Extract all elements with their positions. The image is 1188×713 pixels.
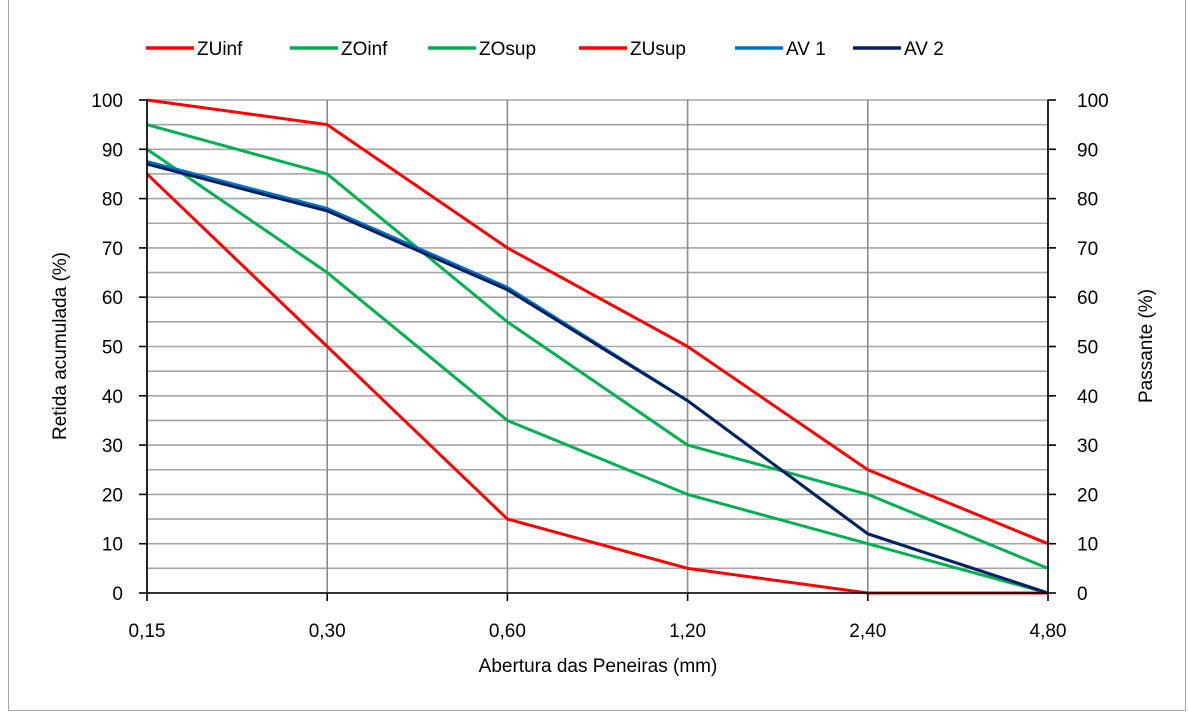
y2-tick-label: 90 [1077,140,1098,161]
y-tick-label: 0 [112,584,123,605]
legend-label: ZUsup [630,39,686,60]
y-tick-label: 100 [91,91,123,112]
y2-tick-label: 60 [1077,288,1098,309]
x-tick-label: 0,15 [129,621,166,642]
y-tick-label: 90 [102,140,123,161]
legend: ZUinf ZOinf ZOsup ZUsup AV 1 AV 2 [146,39,944,60]
legend-label: ZOsup [479,39,536,60]
y-tick-label: 20 [102,485,123,506]
x-tick-label: 4,80 [1030,621,1067,642]
series-line-zusup [146,98,1049,546]
legend-label: ZUinf [197,39,243,60]
series-line-zosup [146,123,1049,570]
legend-label: ZOinf [341,39,388,60]
x-tick-label: 2,40 [849,621,886,642]
legend-label: AV 2 [904,39,944,60]
y2-tick-label: 50 [1077,338,1098,359]
series-line-av-2 [146,162,1049,595]
x-axis-title: Abertura das Peneiras (mm) [479,656,718,677]
legend-label: AV 1 [786,39,826,60]
x-tick-label: 0,60 [489,621,526,642]
y-tick-label: 50 [102,338,123,359]
series-line-zoinf [146,148,1049,595]
y-tick-label: 80 [102,190,123,211]
y-axis-title: Retida acumulada (%) [50,252,71,440]
y2-tick-label: 30 [1077,436,1098,457]
y2-tick-label: 20 [1077,485,1098,506]
y2-tick-label: 70 [1077,239,1098,260]
y-tick-label: 30 [102,436,123,457]
y2-axis-title: Passante (%) [1136,289,1157,403]
x-tick-label: 1,20 [669,621,706,642]
y-tick-label: 10 [102,535,123,556]
x-tick-label: 0,30 [309,621,346,642]
y2-tick-label: 80 [1077,190,1098,211]
chart-frame [8,0,1186,711]
y2-tick-label: 40 [1077,387,1098,408]
y2-tick-label: 0 [1077,584,1088,605]
y-tick-label: 70 [102,239,123,260]
y-tick-label: 60 [102,288,123,309]
y2-tick-label: 10 [1077,535,1098,556]
y-tick-label: 40 [102,387,123,408]
series-line-av-1 [146,160,1049,595]
y2-tick-label: 100 [1077,91,1109,112]
